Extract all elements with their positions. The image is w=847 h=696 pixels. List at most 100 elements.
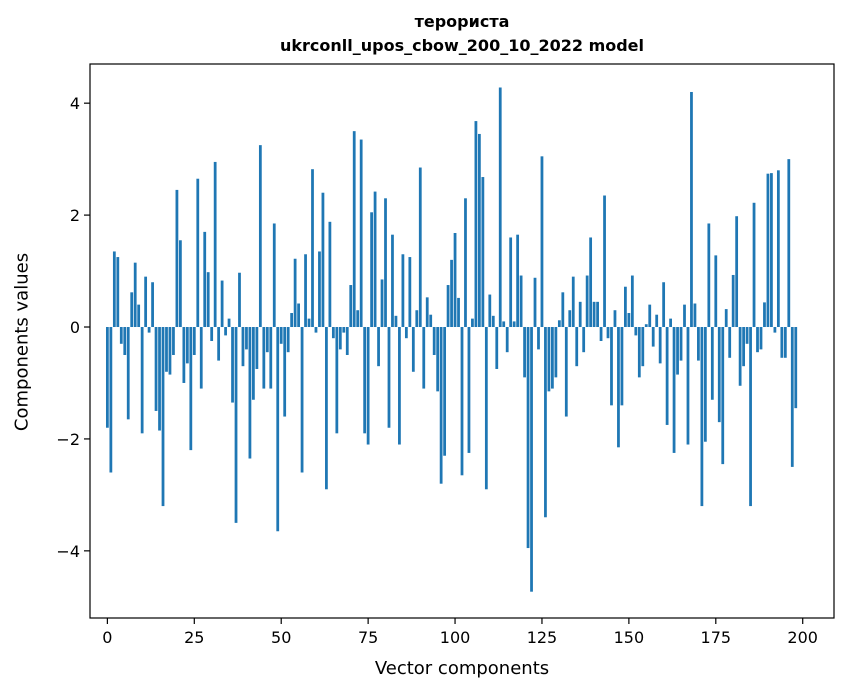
x-tick-label: 100 [440, 628, 471, 647]
bar [794, 327, 798, 409]
bar [780, 327, 784, 358]
bar [130, 292, 134, 328]
bar [634, 327, 638, 336]
bar [790, 327, 794, 467]
bar [293, 258, 297, 328]
bar [651, 327, 655, 347]
bar [213, 161, 217, 328]
bar [144, 276, 148, 328]
x-tick-label: 0 [102, 628, 112, 647]
bar [676, 327, 679, 375]
bar [544, 327, 547, 518]
bar [672, 327, 676, 453]
bar [241, 327, 245, 367]
bar [526, 327, 530, 549]
bar [255, 327, 259, 369]
bar [561, 292, 565, 328]
bar [234, 327, 238, 523]
bar [269, 327, 273, 389]
bar [488, 294, 492, 328]
bar [502, 321, 506, 328]
bar [471, 318, 474, 328]
bar [665, 327, 669, 425]
bar [321, 192, 325, 328]
bar [366, 327, 370, 445]
bar [377, 327, 380, 367]
bar [752, 202, 756, 328]
bar [401, 254, 405, 328]
bar [272, 223, 276, 328]
bar [547, 327, 551, 392]
bar [210, 327, 214, 341]
bar [763, 302, 766, 328]
bar [380, 279, 384, 328]
x-tick-label: 50 [271, 628, 291, 647]
bar [154, 327, 158, 411]
y-tick-label: −4 [56, 542, 80, 561]
bar [105, 327, 109, 428]
bar [773, 327, 777, 333]
bar [578, 301, 582, 328]
bar [592, 301, 596, 328]
bar [220, 280, 224, 328]
bar [717, 327, 721, 423]
y-tick-label: 0 [70, 318, 80, 337]
bar [311, 169, 314, 328]
bar [568, 310, 572, 328]
bar [484, 327, 488, 490]
bar [759, 327, 763, 350]
bar [304, 254, 307, 328]
bar [318, 251, 321, 328]
bar [644, 324, 648, 328]
bar [551, 327, 554, 389]
bar [557, 320, 561, 328]
bar [408, 257, 412, 328]
bar [439, 327, 443, 484]
bar [314, 327, 318, 333]
bar [630, 275, 634, 328]
bar [290, 313, 294, 328]
bar [185, 327, 189, 364]
bar [617, 327, 620, 448]
bar [738, 327, 742, 386]
bar [703, 327, 707, 442]
bar [182, 327, 186, 383]
bar [606, 327, 610, 339]
y-tick-label: −2 [56, 430, 80, 449]
bar [745, 327, 749, 344]
bar [505, 327, 509, 353]
bar [370, 212, 373, 328]
bar [158, 327, 161, 431]
bar [658, 327, 662, 364]
bar [731, 274, 735, 328]
y-tick-label: 4 [70, 94, 80, 113]
bar [474, 121, 478, 328]
bar [453, 233, 457, 328]
bar [585, 275, 589, 328]
bar [116, 257, 120, 328]
bar [415, 310, 419, 328]
bar [776, 170, 780, 328]
bar [624, 286, 627, 328]
x-tick-label: 150 [614, 628, 645, 647]
bar [325, 327, 328, 490]
bar [637, 327, 641, 378]
bar [432, 327, 436, 355]
bar [349, 285, 353, 328]
bar [540, 156, 544, 328]
bar [126, 327, 130, 420]
bar [436, 327, 440, 392]
bar [206, 272, 210, 328]
bar [707, 223, 711, 328]
bar [411, 327, 415, 372]
bar [464, 198, 467, 328]
bar [742, 327, 745, 367]
bar [418, 167, 422, 328]
bar [443, 327, 447, 456]
bar [516, 234, 520, 328]
bar [721, 327, 725, 465]
bar [690, 91, 693, 328]
x-tick-label: 200 [787, 628, 818, 647]
